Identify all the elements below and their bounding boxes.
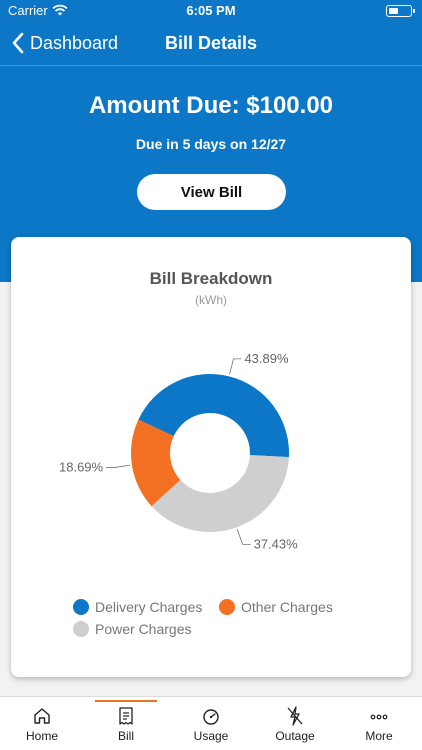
back-label: Dashboard: [30, 32, 119, 53]
slice-delivery-charges[interactable]: [138, 374, 289, 458]
tab-label: More: [365, 729, 393, 743]
label-leader-line: [236, 529, 251, 545]
slice-power-charges[interactable]: [151, 455, 289, 532]
legend-item-other[interactable]: Other Charges: [219, 599, 333, 615]
tab-bill[interactable]: Bill: [89, 697, 163, 750]
tab-label: Usage: [193, 729, 229, 743]
bill-breakdown-chart: 43.89% 37.43% 18.69%: [59, 351, 299, 551]
legend-item-delivery[interactable]: Delivery Charges: [73, 599, 202, 615]
tab-label: Bill: [117, 729, 134, 743]
tab-outage[interactable]: Outage: [258, 697, 332, 750]
page-title: Bill Details: [164, 33, 258, 53]
legend-swatch: [73, 599, 89, 615]
amount-due: Amount Due: $100.00: [88, 92, 334, 119]
legend-label: Power Charges: [95, 621, 192, 637]
label-delivery-charges: 43.89%: [244, 351, 289, 366]
battery-icon: [386, 5, 415, 17]
tab-usage[interactable]: Usage: [174, 697, 248, 750]
back-button[interactable]: Dashboard: [10, 31, 118, 55]
navigation-bar: Dashboard Bill Details: [0, 22, 422, 66]
chevron-left-icon: [12, 32, 24, 54]
chart-title: Bill Breakdown: [149, 269, 273, 288]
header-background: [0, 0, 422, 282]
label-other-charges: 18.69%: [59, 460, 104, 475]
more-icon: [370, 714, 388, 720]
label-power-charges: 37.43%: [254, 536, 299, 551]
carrier-label: Carrier: [8, 3, 48, 18]
label-leader-line: [106, 464, 130, 468]
tab-more[interactable]: More: [342, 697, 416, 750]
bill-icon: [119, 707, 133, 725]
legend-swatch: [73, 621, 89, 637]
tab-home[interactable]: Home: [5, 697, 79, 750]
outage-icon: [287, 706, 303, 726]
label-leader-line: [229, 358, 242, 375]
wifi-icon: [52, 4, 68, 16]
status-bar: Carrier 6:05 PM: [0, 0, 422, 22]
view-bill-button[interactable]: View Bill: [137, 174, 286, 210]
clock: 6:05 PM: [186, 3, 236, 18]
chart-unit: (kWh): [195, 293, 227, 307]
legend-item-power[interactable]: Power Charges: [73, 621, 192, 637]
bill-breakdown-card: 43.89% 37.43% 18.69% Bill Breakdown (kWh) …: [11, 237, 411, 677]
due-date-text: Due in 5 days on 12/27: [135, 136, 287, 152]
tab-label: Outage: [275, 729, 315, 743]
home-icon: [34, 708, 50, 724]
tab-bar: Home Bill Usage Outage More: [0, 696, 422, 750]
slice-other-charges[interactable]: [131, 419, 181, 507]
usage-icon: [203, 709, 219, 725]
tab-label: Home: [25, 729, 58, 743]
legend-label: Delivery Charges: [95, 599, 203, 615]
legend-label: Other Charges: [241, 599, 333, 615]
legend-swatch: [219, 599, 235, 615]
